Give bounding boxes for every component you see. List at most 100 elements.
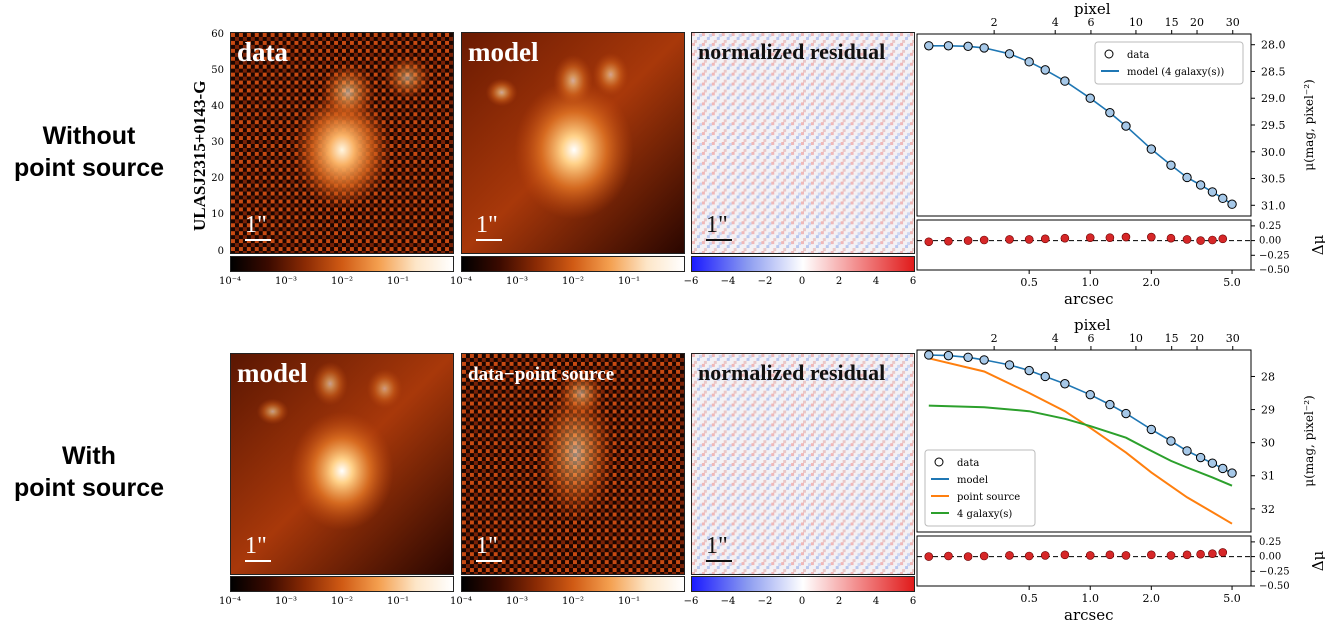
resid-y-axis-label: Δμ [1309, 234, 1325, 255]
cbar-tick: 10⁻⁴ [218, 276, 242, 287]
residual-point [1208, 549, 1217, 558]
cbar-tick: 0 [798, 276, 806, 287]
x-tick-label: 5.0 [1223, 592, 1241, 605]
residual-point [1085, 551, 1095, 560]
residual-point [924, 237, 934, 247]
image-y-tick: 60 [211, 29, 224, 40]
y-tick-label: 30 [1261, 437, 1275, 450]
scale-label: 1" [706, 533, 728, 559]
row-label-with-point-source: With point source [4, 440, 174, 504]
data-point [1227, 199, 1237, 209]
top-tick-label: 15 [1165, 332, 1179, 345]
data-point [1182, 172, 1192, 183]
scale-line [245, 239, 271, 241]
image-y-tick: 20 [211, 173, 224, 184]
model-image [462, 33, 684, 253]
residual-point [1105, 233, 1115, 242]
data-point [1024, 57, 1034, 67]
data-point [1004, 49, 1015, 59]
top-tick-label: 10 [1129, 16, 1143, 29]
scale-bar: 1" [476, 534, 502, 562]
top-tick-label: 4 [1052, 16, 1059, 29]
scale-line [245, 560, 271, 562]
resid-y-tick-label: −0.50 [1259, 581, 1290, 592]
resid-y-tick-label: 0.00 [1259, 552, 1281, 563]
y-tick-label: 32 [1261, 503, 1275, 516]
residual-point [1196, 549, 1205, 559]
legend-marker-data [1104, 49, 1114, 59]
cbar-tick: 4 [872, 596, 880, 607]
image-y-tick: 0 [217, 246, 224, 257]
residual-point [1218, 234, 1228, 244]
resid-y-tick-label: 0.25 [1259, 537, 1281, 548]
y-tick-label: 29.5 [1261, 119, 1286, 132]
resid-y-axis-label: Δμ [1309, 550, 1325, 571]
model-image [231, 354, 453, 574]
legend-label: model [957, 475, 988, 486]
y-tick-label: 28.0 [1261, 39, 1286, 52]
y-tick-label: 30.0 [1261, 146, 1286, 159]
data-image [231, 33, 453, 253]
residual-point [1060, 550, 1070, 560]
data-point [1218, 193, 1228, 204]
panel-data-minus-ps: data−point source 1" [461, 353, 685, 575]
residual-point [1121, 232, 1131, 242]
data-point [1146, 424, 1157, 435]
cbar-tick: 10⁻² [330, 596, 354, 607]
legend-box [1094, 41, 1244, 85]
cbar-tick: −2 [757, 596, 773, 607]
row-label-without-point-source: Without point source [4, 120, 174, 184]
top-tick-label: 2 [991, 332, 998, 345]
colorbar-log [230, 256, 454, 272]
data-point [1040, 371, 1050, 382]
data-point [1105, 107, 1115, 118]
residual-point [1147, 550, 1156, 560]
scale-label: 1" [476, 533, 498, 559]
y-tick-label: 30.5 [1261, 173, 1286, 186]
data-point [1166, 160, 1176, 170]
cbar-tick: −6 [683, 276, 699, 287]
panel-title: model [237, 358, 308, 388]
residual-point [1005, 235, 1014, 244]
data-point [963, 41, 973, 52]
residual-point [944, 236, 953, 246]
residual-point [1105, 550, 1115, 560]
data-point [943, 350, 954, 361]
data-point [1146, 144, 1157, 154]
cbar-tick: 0 [798, 596, 806, 607]
resid-y-tick-label: −0.50 [1259, 265, 1290, 276]
data-point [1195, 180, 1206, 190]
y-tick-label: 31.0 [1261, 199, 1286, 212]
cbar-tick: 10⁻⁴ [449, 596, 473, 607]
data-point [1121, 121, 1131, 131]
colorbar-log [461, 256, 685, 272]
top-tick-label: 30 [1226, 332, 1240, 345]
residual-point [924, 552, 934, 561]
x-tick-label: 1.0 [1081, 276, 1099, 289]
x-axis-label: arcsec [1064, 290, 1114, 308]
data-point [963, 352, 973, 362]
cbar-tick: 10⁻³ [505, 596, 529, 607]
cbar-tick: 6 [909, 596, 917, 607]
cbar-tick: 4 [872, 276, 880, 287]
residual-point [1005, 551, 1014, 560]
image-y-tick: 10 [211, 209, 224, 220]
y-tick-label: 29 [1261, 404, 1275, 417]
top-tick-label: 10 [1129, 332, 1143, 345]
residual-point [1040, 234, 1050, 244]
top-axis-label: pixel [1074, 316, 1111, 334]
x-tick-label: 2.0 [1143, 276, 1161, 289]
top-tick-label: 4 [1052, 332, 1059, 345]
panel-title: model [468, 37, 539, 67]
top-tick-label: 15 [1165, 16, 1179, 29]
x-tick-label: 0.5 [1020, 592, 1038, 605]
y-axis-label: μ(mag, pixel⁻²) [1302, 395, 1316, 486]
cbar-tick: 10⁻² [330, 276, 354, 287]
top-axis-label: pixel [1074, 0, 1111, 18]
residual-point [1166, 233, 1176, 243]
y-tick-label: 28 [1261, 370, 1275, 383]
data-point [1105, 399, 1115, 410]
residual-point [1121, 551, 1131, 560]
colorbar-residual [691, 576, 915, 592]
cbar-tick: 10⁻³ [274, 276, 298, 287]
